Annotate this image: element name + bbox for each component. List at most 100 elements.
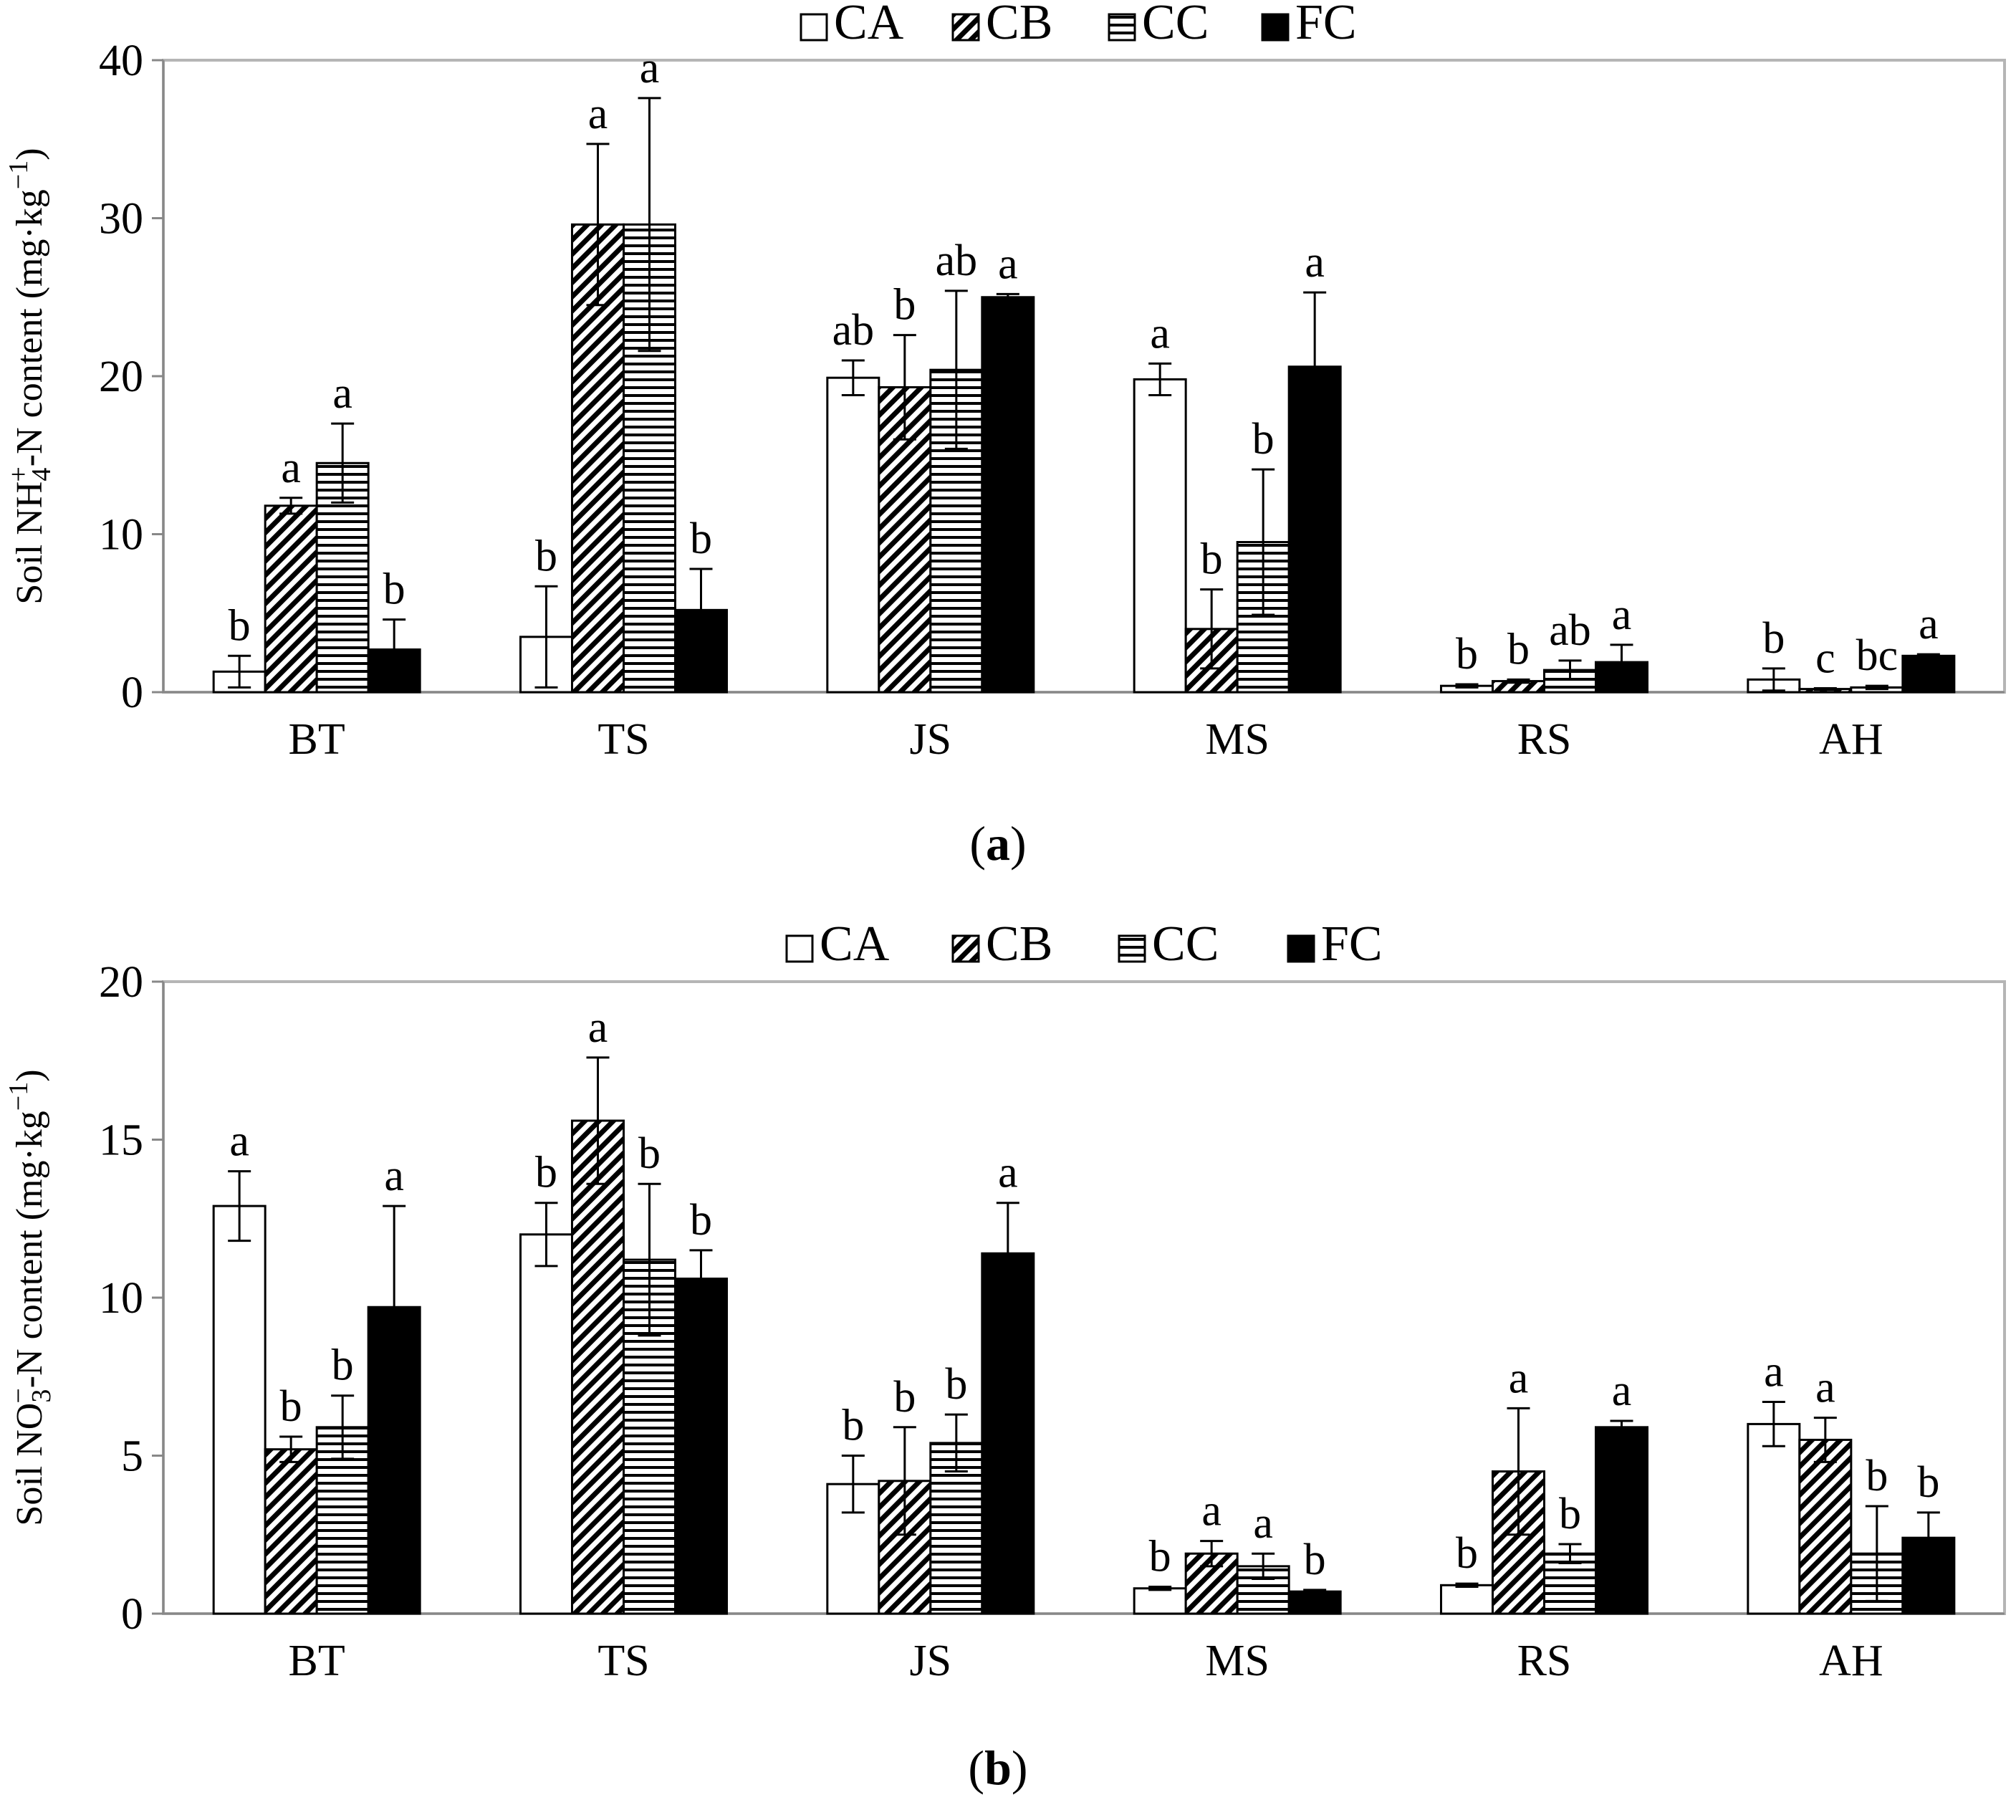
legend-label-cb: CB (986, 0, 1052, 50)
y-tick-label: 20 (99, 958, 143, 1007)
significance-letter: b (383, 565, 405, 614)
significance-letter: a (1253, 1499, 1273, 1548)
panel-caption: (b) (968, 1740, 1027, 1795)
significance-letter: b (1507, 625, 1530, 674)
significance-letter: b (1456, 1529, 1478, 1578)
significance-letter: a (588, 90, 608, 138)
y-axis-title: Soil NO3−-N content (mg·kg−1) (4, 1069, 57, 1526)
significance-letter: b (1559, 1490, 1581, 1538)
significance-letter: b (1149, 1533, 1171, 1581)
significance-letter: b (1917, 1458, 1939, 1507)
bar-cb-ts (571, 1119, 625, 1615)
significance-letter: b (1866, 1452, 1888, 1500)
significance-letter: a (998, 239, 1018, 288)
x-category-label: AH (1819, 715, 1883, 764)
y-tick-label: 20 (99, 353, 143, 401)
significance-letter: b (1252, 415, 1275, 464)
bar-fc-ah (1901, 654, 1956, 694)
significance-letter: b (1762, 614, 1785, 663)
significance-letter: ab (936, 236, 978, 285)
y-tick-label: 30 (99, 195, 143, 244)
significance-letter: b (690, 1196, 712, 1245)
bar-fc-rs (1595, 1426, 1648, 1615)
x-category-label: RS (1517, 715, 1572, 764)
legend-swatch-cb (951, 13, 980, 42)
significance-letter: a (1150, 309, 1170, 358)
legend-label-cc: CC (1152, 916, 1219, 972)
x-category-label: JS (910, 715, 952, 764)
significance-letter: b (332, 1341, 354, 1390)
significance-letter: a (998, 1149, 1018, 1197)
bar-ca-ts (519, 1233, 573, 1615)
significance-letter: a (1509, 1354, 1529, 1402)
legend-label-fc: FC (1295, 0, 1357, 50)
x-category-label: JS (910, 1637, 952, 1685)
significance-letter: a (1612, 590, 1632, 639)
significance-letter: b (893, 1373, 916, 1422)
significance-letter: b (229, 601, 251, 650)
legend-label-fc: FC (1321, 916, 1383, 972)
significance-letter: a (1201, 1487, 1221, 1536)
significance-letter: ab (1549, 606, 1591, 655)
significance-letter: ab (832, 306, 875, 355)
legend-swatch-cc (1108, 13, 1136, 42)
legend-label-ca: CA (820, 916, 890, 972)
legend-label-ca: CA (834, 0, 904, 50)
significance-letter: b (1201, 535, 1223, 584)
significance-letter: bc (1856, 631, 1899, 680)
significance-letter: a (229, 1117, 249, 1166)
significance-letter: b (1304, 1536, 1326, 1584)
bar-fc-ts (674, 1278, 728, 1615)
x-category-label: TS (597, 1637, 649, 1685)
significance-letter: a (1305, 238, 1325, 287)
bar-fc-ms (1287, 1590, 1342, 1615)
x-category-label: BT (289, 715, 345, 764)
bar-ca-ah (1747, 1422, 1801, 1615)
y-tick-label: 0 (121, 1590, 143, 1639)
significance-letter: b (1456, 630, 1478, 679)
significance-letter: a (281, 444, 301, 492)
significance-letter: b (842, 1402, 864, 1450)
bar-ca-ms (1133, 1587, 1187, 1615)
legend-swatch-fc (1287, 934, 1315, 963)
significance-letter: b (945, 1360, 967, 1409)
legend-swatch-fc (1261, 13, 1290, 42)
x-category-label: RS (1517, 1637, 1572, 1685)
bar-cb-ah (1798, 1438, 1853, 1615)
plot-frame (162, 980, 2006, 1615)
bar-ca-bt (212, 1204, 267, 1615)
y-axis-title: Soil NH4+-N content (mg·kg−1) (4, 148, 57, 604)
significance-letter: a (384, 1151, 404, 1200)
bar-ca-js (826, 376, 880, 694)
significance-letter: c (1815, 633, 1835, 682)
y-tick-label: 15 (99, 1116, 143, 1165)
significance-letter: b (280, 1382, 302, 1431)
bar-cb-bt (264, 504, 318, 694)
bar-cb-bt (264, 1448, 318, 1615)
significance-letter: a (1612, 1366, 1632, 1415)
significance-letter: b (535, 1149, 557, 1197)
legend-swatch-cc (1118, 934, 1146, 963)
significance-letter: a (640, 44, 660, 92)
legend-swatch-cb (951, 934, 980, 963)
plot-frame (162, 59, 2006, 694)
significance-letter: b (535, 532, 557, 580)
significance-letter: b (690, 514, 712, 563)
x-category-label: TS (597, 715, 649, 764)
x-category-label: MS (1205, 715, 1269, 764)
legend-swatch-ca (800, 13, 828, 42)
bar-ca-ms (1133, 378, 1187, 694)
significance-letter: a (332, 369, 352, 418)
x-category-label: BT (289, 1637, 345, 1685)
significance-letter: a (1919, 600, 1939, 648)
legend-swatch-ca (785, 934, 814, 963)
x-category-label: MS (1205, 1637, 1269, 1685)
y-tick-label: 10 (99, 1274, 143, 1323)
y-tick-label: 5 (121, 1432, 143, 1481)
panel-caption: (a) (969, 816, 1026, 871)
significance-letter: b (893, 281, 916, 330)
y-tick-label: 0 (121, 669, 143, 717)
significance-letter: a (588, 1003, 608, 1052)
